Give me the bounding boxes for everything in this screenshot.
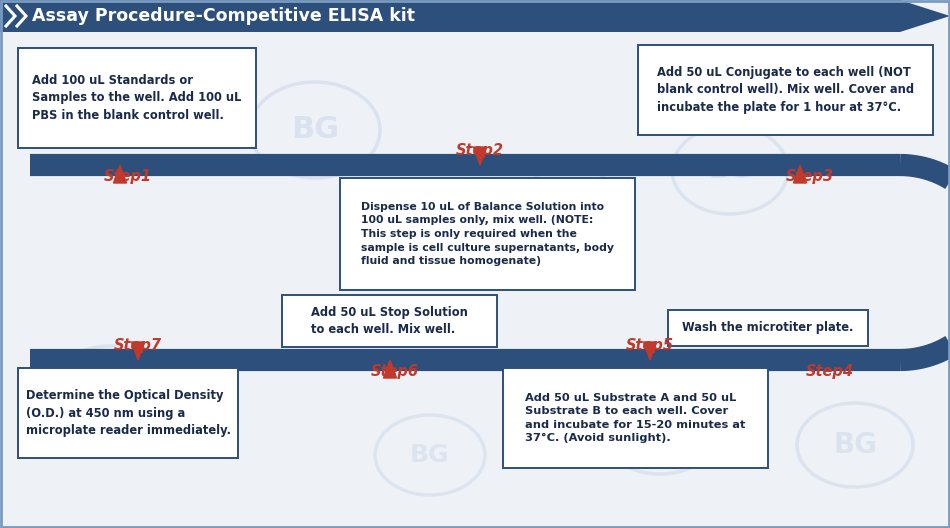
Polygon shape (384, 360, 396, 378)
Text: BG: BG (550, 198, 590, 222)
Polygon shape (900, 0, 950, 32)
Text: BG: BG (88, 376, 132, 404)
Polygon shape (131, 342, 144, 360)
Text: BG: BG (410, 443, 449, 467)
FancyBboxPatch shape (638, 45, 933, 135)
Text: Add 100 uL Standards or
Samples to the well. Add 100 uL
PBS in the blank control: Add 100 uL Standards or Samples to the w… (32, 74, 241, 122)
Text: Assay Procedure-Competitive ELISA kit: Assay Procedure-Competitive ELISA kit (32, 7, 415, 25)
Text: Wash the microtiter plate.: Wash the microtiter plate. (682, 322, 854, 335)
FancyBboxPatch shape (18, 48, 256, 148)
Polygon shape (473, 147, 486, 165)
Text: BG: BG (708, 156, 752, 184)
FancyBboxPatch shape (668, 310, 868, 346)
Polygon shape (793, 165, 807, 183)
Text: Add 50 uL Conjugate to each well (NOT
blank control well). Mix well. Cover and
i: Add 50 uL Conjugate to each well (NOT bl… (657, 66, 914, 114)
Text: BG: BG (833, 431, 877, 459)
Text: Add 50 uL Stop Solution
to each well. Mix well.: Add 50 uL Stop Solution to each well. Mi… (311, 306, 468, 336)
Text: Step5: Step5 (626, 338, 674, 353)
Text: Step2: Step2 (456, 143, 504, 158)
Polygon shape (643, 342, 656, 360)
Bar (0, 0, 900, 32)
Text: Step1: Step1 (104, 169, 152, 184)
Text: Step6: Step6 (371, 364, 419, 379)
Text: Step3: Step3 (786, 169, 834, 184)
Text: Step7: Step7 (114, 338, 162, 353)
FancyBboxPatch shape (503, 368, 768, 468)
Text: BG: BG (291, 116, 339, 145)
Text: Step4: Step4 (806, 364, 854, 379)
FancyBboxPatch shape (18, 368, 238, 458)
FancyBboxPatch shape (282, 295, 497, 347)
Text: Determine the Optical Density
(O.D.) at 450 nm using a
microplate reader immedia: Determine the Optical Density (O.D.) at … (26, 389, 231, 437)
FancyBboxPatch shape (340, 178, 635, 290)
Text: Dispense 10 uL of Balance Solution into
100 uL samples only, mix well. (NOTE:
Th: Dispense 10 uL of Balance Solution into … (361, 202, 614, 266)
Polygon shape (113, 165, 126, 183)
Text: Add 50 uL Substrate A and 50 uL
Substrate B to each well. Cover
and incubate for: Add 50 uL Substrate A and 50 uL Substrat… (525, 392, 746, 444)
Text: BG: BG (638, 416, 682, 444)
